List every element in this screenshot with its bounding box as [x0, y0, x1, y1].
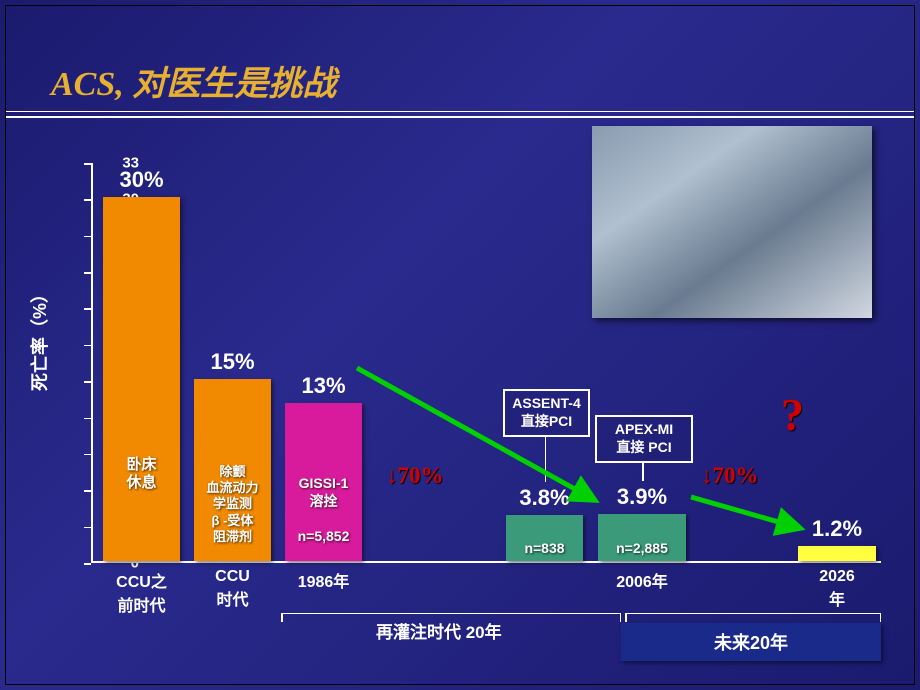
- x-axis: [91, 561, 881, 563]
- bar-inside-text: n=838: [506, 540, 583, 558]
- bar-inside-text: n=2,885: [598, 540, 686, 558]
- callout-connector: [545, 437, 547, 482]
- bar-value-label: 3.8%: [519, 485, 569, 511]
- y-tick: [84, 418, 91, 420]
- x-category-label: CCU 时代: [215, 568, 250, 610]
- x-category-label: 1986年: [298, 568, 350, 592]
- bar-value-label: 1.2%: [812, 516, 862, 542]
- y-tick: [84, 272, 91, 274]
- y-tick: [84, 199, 91, 201]
- y-axis: [91, 163, 93, 563]
- chart-container: 死亡率（%） 03691215182124273033 30%卧床 休息15%除…: [36, 151, 896, 671]
- slide-frame: ACS, 对医生是挑战 死亡率（%） 03691215182124273033 …: [5, 5, 915, 685]
- trend-arrow: [691, 497, 796, 527]
- bar-value-label: 3.9%: [617, 484, 667, 510]
- y-tick: [84, 163, 91, 165]
- title-underline: [6, 111, 914, 118]
- x-category-label: 2026年: [815, 568, 859, 610]
- title-prefix: ACS,: [51, 66, 132, 103]
- title-main: 对医生是挑战: [132, 66, 336, 103]
- y-tick: [84, 345, 91, 347]
- future-bracket: [625, 613, 881, 622]
- callout-box: APEX-MI 直接 PCI: [595, 415, 693, 463]
- x-category-label: CCU之 前时代: [116, 568, 167, 616]
- slide-title: ACS, 对医生是挑战: [51, 56, 336, 105]
- bar-inside-text: 除颤 血流动力 学监测 β -受体 阻滞剂: [194, 464, 271, 545]
- future-era-box: 未来20年: [621, 623, 881, 661]
- callout-connector: [642, 463, 644, 481]
- plot-area: 03691215182124273033 30%卧床 休息15%除颤 血流动力 …: [91, 163, 881, 563]
- y-tick: [84, 563, 91, 565]
- question-mark: ?: [781, 388, 804, 441]
- y-tick: [84, 381, 91, 383]
- bar-inside-text: 卧床 休息: [103, 456, 180, 494]
- y-tick: [84, 490, 91, 492]
- callout-box: ASSENT-4 直接PCI: [503, 389, 590, 437]
- reduction-label: ↓70%: [386, 463, 444, 489]
- y-tick: [84, 454, 91, 456]
- y-tick: [84, 308, 91, 310]
- bar-value-label: 15%: [210, 349, 254, 375]
- y-tick: [84, 236, 91, 238]
- x-category-label: 2006年: [616, 568, 668, 592]
- bar-value-label: 30%: [119, 167, 163, 193]
- bar: [798, 546, 876, 561]
- y-axis-label: 死亡率（%）: [26, 285, 52, 391]
- reduction-label: ↓70%: [701, 463, 759, 489]
- y-tick: [84, 527, 91, 529]
- reperfusion-era-label: 再灌注时代 20年: [376, 618, 502, 643]
- bar-value-label: 13%: [301, 373, 345, 399]
- bar: [103, 197, 180, 561]
- bar-inside-text: GISSI-1 溶拴 n=5,852: [285, 475, 362, 545]
